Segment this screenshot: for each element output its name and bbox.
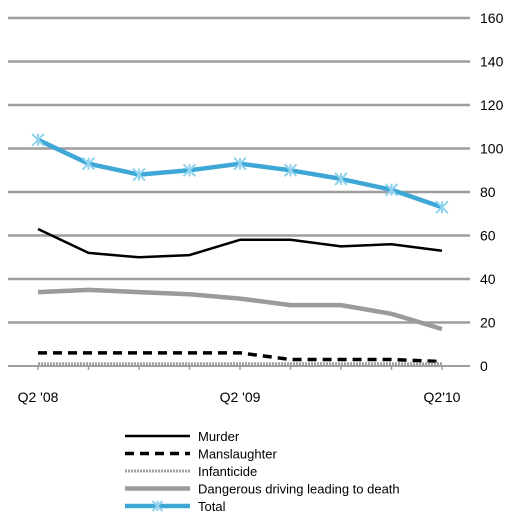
x-tick-label: Q2'10: [424, 389, 461, 405]
series-line-murder: [37, 227, 443, 259]
legend-label: Murder: [198, 429, 240, 444]
series-line-manslaughter: [38, 351, 443, 364]
data-point-marker: [283, 163, 298, 177]
y-tick-label: 140: [480, 54, 504, 70]
legend: Murder Manslaughter Infanticide Dangerous d…: [125, 429, 400, 514]
y-tick-label: 20: [480, 315, 496, 331]
data-point-marker: [334, 172, 348, 186]
y-tick-label: 0: [480, 358, 488, 374]
data-point-marker: [182, 163, 197, 177]
y-tick-label: 160: [480, 10, 504, 26]
series-line-dangerous-driving-leading-to-death: [37, 287, 443, 332]
data-point-marker: [81, 157, 96, 171]
legend-label: Total: [198, 499, 226, 514]
x-axis: Q2 '08 Q2 '09 Q2'10: [8, 365, 470, 405]
series-line-total: [37, 137, 443, 210]
legend-marker: [151, 500, 164, 512]
data-point-marker: [435, 200, 449, 214]
y-tick-label: 40: [480, 271, 496, 287]
y-tick-label: 120: [480, 97, 504, 113]
data-point-marker: [132, 167, 146, 182]
y-tick-label: 100: [480, 141, 504, 157]
x-tick-label: Q2 '08: [18, 389, 59, 405]
legend-label: Dangerous driving leading to death: [198, 482, 400, 497]
y-tick-label: 80: [480, 184, 496, 200]
legend-label: Infanticide: [198, 464, 257, 479]
x-tick-label: Q2 '09: [220, 389, 261, 405]
gridlines: [8, 16, 470, 324]
series-lines: [31, 133, 449, 366]
data-point-marker: [233, 157, 247, 171]
data-point-marker: [384, 183, 399, 197]
y-tick-label: 60: [480, 228, 496, 244]
y-axis-ticks: 0 20 40 60 80 100 120 140 160: [480, 10, 504, 374]
legend-label: Manslaughter: [198, 447, 277, 462]
data-point-marker: [31, 133, 45, 147]
